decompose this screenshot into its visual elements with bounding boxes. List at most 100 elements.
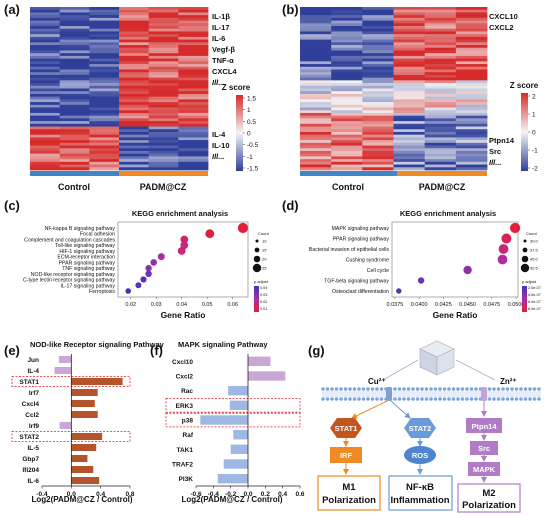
heatmap-cell xyxy=(393,39,426,43)
heatmap-cell xyxy=(393,102,426,106)
x-tick-label: -0.6 xyxy=(190,491,202,498)
heatmap-cell xyxy=(455,36,488,40)
heatmap-cell xyxy=(331,61,363,65)
heatmap-cell xyxy=(178,55,209,60)
heatmap-cell xyxy=(89,161,120,165)
heatmap-cell xyxy=(362,77,394,81)
heatmap-cell xyxy=(331,129,363,133)
membrane-lipid-head xyxy=(501,397,505,401)
heatmap-cell xyxy=(362,96,394,100)
heatmap-cell xyxy=(455,80,488,84)
heatmap-cell xyxy=(362,107,394,111)
heatmap-cell xyxy=(331,150,363,155)
heatmap-cell xyxy=(89,96,120,100)
membrane-lipid-head xyxy=(339,387,343,391)
category-label: IL-5 xyxy=(27,445,39,452)
heatmap-cell xyxy=(148,134,179,138)
heatmap-cell xyxy=(59,153,90,157)
heatmap-cell xyxy=(424,39,457,43)
gene-label: Ptpn14 xyxy=(489,136,515,145)
heatmap-cell xyxy=(178,121,209,125)
node-label: STAT2 xyxy=(409,424,432,433)
heatmap-cell xyxy=(393,145,426,149)
bar xyxy=(58,356,72,363)
heatmap-cell xyxy=(178,61,209,65)
size-legend-label: 52.5 xyxy=(530,266,539,271)
heatmap-cell xyxy=(59,167,90,171)
heatmap-cell xyxy=(89,150,120,155)
heatmap-cell xyxy=(331,110,363,114)
node-label: Ptpn14 xyxy=(471,422,497,431)
heatmap-cell xyxy=(148,110,179,114)
heatmap-cell xyxy=(331,66,363,70)
heatmap-cell xyxy=(148,150,179,155)
membrane-lipid-head xyxy=(519,397,523,401)
heatmap-cell xyxy=(30,47,61,51)
heatmap-cell xyxy=(300,159,332,163)
heatmap-cell xyxy=(119,53,150,57)
heatmap-cell xyxy=(331,148,363,152)
heatmap-cell xyxy=(119,34,150,38)
category-label: PI3K xyxy=(179,476,194,483)
membrane-lipid-head xyxy=(510,387,514,391)
heatmap-cell xyxy=(331,64,363,68)
heatmap-cell xyxy=(148,28,179,32)
heatmap-cell xyxy=(148,140,179,144)
heatmap-cell xyxy=(30,137,61,141)
heatmap-cell xyxy=(362,72,394,76)
heatmap-cell xyxy=(331,85,363,89)
membrane-lipid-head xyxy=(514,387,519,391)
size-legend-dot xyxy=(252,263,262,273)
heatmap-cell xyxy=(119,137,150,141)
heatmap-cell xyxy=(362,115,394,119)
heatmap-cell xyxy=(455,96,488,100)
heatmap-cell xyxy=(178,123,209,127)
heatmap-cell xyxy=(89,69,120,73)
heatmap-cell xyxy=(362,39,394,43)
size-legend-title: Count xyxy=(258,231,270,236)
heatmap-cell xyxy=(331,39,363,43)
data-point xyxy=(145,264,152,272)
heatmap-cell xyxy=(393,93,426,98)
heatmap-cell xyxy=(393,9,426,13)
heatmap-cell xyxy=(148,42,179,46)
heatmap-cell xyxy=(331,55,363,60)
stat1-node xyxy=(330,418,362,438)
heatmap-cell xyxy=(178,129,209,133)
bar xyxy=(71,444,97,451)
heatmap-cell xyxy=(119,140,150,144)
heatmap-cell xyxy=(362,140,394,144)
heatmap-cell xyxy=(300,55,332,60)
heatmap-cell xyxy=(331,164,363,168)
heatmap-cell xyxy=(30,83,61,87)
heatmap-cell xyxy=(455,121,488,125)
heatmap-cell xyxy=(300,88,332,92)
heatmap-cell xyxy=(331,53,363,57)
heatmap-cell xyxy=(89,28,120,32)
heatmap-cell xyxy=(119,83,150,87)
heatmap-cell xyxy=(30,50,61,54)
membrane-lipid-head xyxy=(393,387,397,391)
heatmap-cell xyxy=(362,36,394,40)
heatmap-cell xyxy=(362,50,394,54)
category-label: p38 xyxy=(182,418,194,425)
panel-label-a: (a) xyxy=(4,2,20,17)
heatmap-cell xyxy=(424,50,457,54)
heatmap-cell xyxy=(300,58,332,62)
heatmap-cell xyxy=(89,42,120,46)
heatmap-cell xyxy=(178,88,209,92)
membrane-lipid-head xyxy=(352,397,357,401)
membrane-lipid-head xyxy=(424,397,429,401)
heatmap-cell xyxy=(393,140,426,144)
heatmap-cell xyxy=(119,31,150,35)
heatmap-cell xyxy=(119,69,150,73)
heatmap-cell xyxy=(148,36,179,40)
heatmap-cell xyxy=(331,31,363,35)
heatmap-cell xyxy=(178,34,209,38)
heatmap-cell xyxy=(300,142,332,146)
kegg-dotplot-c: KEGG enrichment analysis NF-kappa B sign… xyxy=(23,209,270,320)
heatmap-cell xyxy=(148,61,179,65)
heatmap-cell xyxy=(455,126,488,130)
category-label: IL-6 xyxy=(27,478,39,485)
heatmap-cell xyxy=(424,110,457,114)
